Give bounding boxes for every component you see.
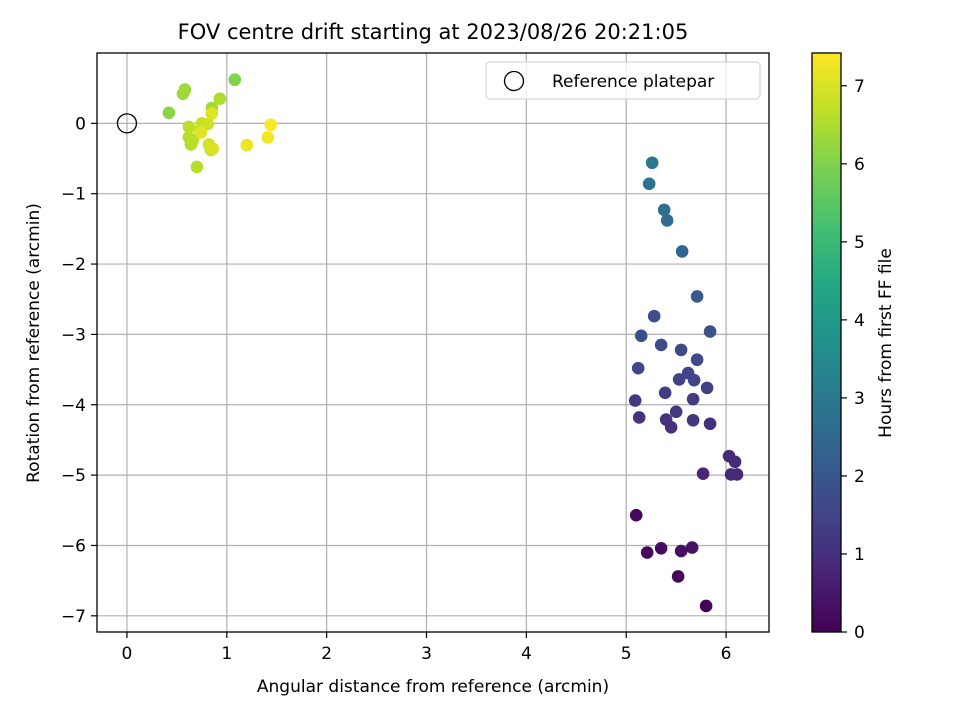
x-axis-ticks: 0 1 2 3 4 5 6 — [122, 632, 732, 664]
scatter-point — [690, 290, 704, 303]
colorbar-tick-label: 1 — [854, 545, 865, 565]
scatter-point — [672, 373, 686, 386]
scatter-point — [660, 214, 674, 227]
y-tick-label: −1 — [61, 185, 86, 205]
colorbar-tick-label: 5 — [854, 233, 865, 253]
scatter-point — [730, 468, 744, 481]
y-axis-label: Rotation from reference (arcmin) — [24, 203, 44, 483]
scatter-point — [659, 413, 673, 426]
scatter-point — [190, 160, 204, 174]
colorbar-tick-label: 3 — [854, 389, 865, 409]
scatter-point — [642, 177, 656, 191]
scatter-point — [213, 92, 227, 106]
legend-box — [485, 61, 761, 100]
x-tick-label: 5 — [621, 644, 632, 664]
scatter-point — [654, 338, 668, 352]
scatter-point — [696, 467, 710, 481]
colorbar-tick-label: 0 — [854, 623, 865, 643]
scatter-point — [703, 417, 717, 431]
y-axis-ticks: 0 −1 −2 −3 −4 −5 −6 −7 — [61, 114, 97, 627]
scatter-point — [675, 245, 689, 258]
scatter-point — [228, 73, 242, 87]
x-tick-label: 2 — [321, 644, 332, 664]
scatter-point — [681, 366, 695, 380]
scatter-point — [686, 413, 700, 427]
scatter-point — [261, 131, 275, 144]
colorbar-tick-label: 2 — [854, 467, 865, 487]
scatter-point — [182, 120, 196, 134]
x-axis-label: Angular distance from reference (arcmin) — [257, 677, 609, 697]
legend: Reference platepar — [485, 61, 761, 100]
x-tick-label: 0 — [122, 644, 133, 664]
x-tick-label: 4 — [521, 644, 532, 664]
y-tick-label: −3 — [61, 325, 86, 345]
scatter-point — [186, 133, 200, 147]
scatter-point — [690, 353, 704, 367]
colorbar-ticks: 0 1 2 3 4 5 6 7 — [841, 77, 865, 643]
scatter-point — [240, 138, 254, 152]
scatter-point — [629, 508, 643, 522]
x-tick-label: 1 — [221, 644, 232, 664]
chart-title: FOV centre drift starting at 2023/08/26 … — [178, 20, 689, 44]
legend-reference-icon — [503, 70, 525, 92]
scatter-point — [645, 156, 659, 170]
colorbar-tick-label: 7 — [854, 77, 865, 97]
scatter-point — [685, 541, 699, 554]
scatter-point — [634, 329, 648, 343]
scatter-point — [632, 411, 646, 424]
scatter-point — [674, 343, 688, 357]
scatter-points — [162, 73, 744, 613]
scatter-point — [264, 118, 278, 132]
scatter-point — [669, 405, 683, 419]
colorbar — [811, 52, 842, 633]
scatter-point — [654, 541, 668, 555]
reference-marker-layer — [116, 113, 138, 134]
scatter-point — [201, 117, 215, 131]
scatter-point — [647, 309, 661, 323]
y-tick-label: 0 — [75, 114, 86, 134]
x-tick-label: 6 — [721, 644, 732, 664]
scatter-point — [700, 381, 714, 395]
scatter-point — [640, 546, 654, 559]
colorbar-label: Hours from first FF file — [876, 248, 896, 438]
y-tick-label: −7 — [61, 607, 86, 627]
colorbar-tick-label: 4 — [854, 311, 865, 331]
y-tick-label: −6 — [61, 536, 86, 556]
scatter-point — [658, 386, 672, 400]
reference-platepar-marker — [116, 113, 138, 134]
scatter-point — [205, 107, 219, 120]
scatter-point — [194, 126, 208, 139]
x-tick-label: 3 — [421, 644, 432, 664]
scatter-point — [671, 570, 685, 583]
scatter-point — [176, 87, 190, 101]
scatter-point — [699, 599, 713, 613]
scatter-point — [631, 361, 645, 375]
scatter-point — [728, 455, 742, 469]
y-tick-label: −5 — [61, 466, 86, 486]
plot-frame — [96, 52, 770, 633]
scatter-point — [674, 544, 688, 558]
scatter-point — [206, 142, 220, 155]
colorbar-tick-label: 6 — [854, 155, 865, 175]
scatter-point — [162, 106, 176, 120]
scatter-point — [686, 392, 700, 406]
legend-entry-label: Reference platepar — [552, 72, 714, 92]
y-tick-label: −4 — [61, 396, 86, 416]
scatter-point — [628, 394, 642, 407]
scatter-point — [703, 325, 717, 338]
y-tick-label: −2 — [61, 255, 86, 275]
scatter-point — [657, 203, 671, 217]
